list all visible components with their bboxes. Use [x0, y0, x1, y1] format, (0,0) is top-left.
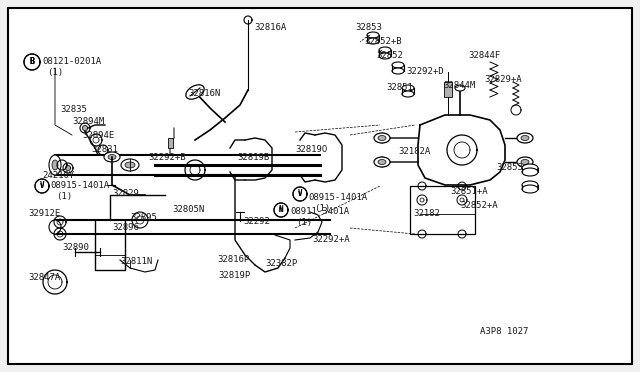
- Text: (1): (1): [47, 67, 63, 77]
- Ellipse shape: [49, 155, 61, 175]
- Ellipse shape: [367, 38, 379, 44]
- Text: 32844F: 32844F: [468, 51, 500, 60]
- Ellipse shape: [392, 62, 404, 68]
- Ellipse shape: [374, 157, 390, 167]
- Ellipse shape: [378, 135, 386, 141]
- Text: (1): (1): [56, 192, 72, 201]
- Text: V: V: [40, 183, 44, 189]
- Text: 32382P: 32382P: [265, 260, 297, 269]
- Ellipse shape: [108, 154, 116, 160]
- Text: 32890: 32890: [62, 244, 89, 253]
- Ellipse shape: [392, 68, 404, 74]
- Ellipse shape: [402, 85, 414, 91]
- Text: 08915-1401A: 08915-1401A: [50, 182, 109, 190]
- Text: 32851+A: 32851+A: [450, 187, 488, 196]
- Text: 32292: 32292: [243, 218, 270, 227]
- Text: N: N: [278, 205, 284, 215]
- Text: 32853: 32853: [496, 164, 523, 173]
- Polygon shape: [65, 166, 70, 170]
- Text: 32819B: 32819B: [237, 153, 269, 161]
- Bar: [410, 186, 475, 234]
- Text: 08911-3401A: 08911-3401A: [290, 208, 349, 217]
- Text: 32292+A: 32292+A: [312, 235, 349, 244]
- Polygon shape: [447, 135, 477, 165]
- Text: A3P8 1027: A3P8 1027: [480, 327, 529, 337]
- Text: 32835: 32835: [60, 106, 87, 115]
- Ellipse shape: [379, 53, 391, 59]
- Ellipse shape: [52, 160, 58, 170]
- Text: (1): (1): [296, 218, 312, 227]
- Text: 32811N: 32811N: [120, 257, 152, 266]
- Text: 32292+D: 32292+D: [406, 67, 444, 77]
- Ellipse shape: [522, 164, 538, 172]
- Text: 32844M: 32844M: [443, 80, 476, 90]
- Bar: [444, 82, 452, 97]
- Ellipse shape: [379, 47, 391, 53]
- Ellipse shape: [522, 181, 538, 189]
- Text: (1): (1): [314, 203, 330, 212]
- Text: 32894M: 32894M: [72, 118, 104, 126]
- Ellipse shape: [517, 133, 533, 143]
- Text: 32182A: 32182A: [398, 148, 430, 157]
- Text: 32852: 32852: [376, 51, 403, 61]
- Text: 32912E: 32912E: [28, 209, 60, 218]
- Bar: [168, 138, 173, 148]
- Polygon shape: [83, 125, 88, 131]
- Ellipse shape: [367, 32, 379, 38]
- Ellipse shape: [521, 160, 529, 164]
- Text: 32831: 32831: [91, 145, 118, 154]
- Ellipse shape: [121, 159, 139, 171]
- Ellipse shape: [521, 135, 529, 141]
- Ellipse shape: [125, 162, 135, 168]
- Text: 32816N: 32816N: [188, 90, 220, 99]
- Ellipse shape: [455, 85, 465, 91]
- Text: 32852+A: 32852+A: [460, 202, 498, 211]
- Text: 32819O: 32819O: [295, 145, 327, 154]
- Text: 24210Y: 24210Y: [42, 170, 74, 180]
- Text: V: V: [40, 182, 44, 190]
- Text: B: B: [29, 58, 35, 67]
- Text: 32816A: 32816A: [254, 23, 286, 32]
- Text: 32805N: 32805N: [172, 205, 204, 215]
- Text: 32847A: 32847A: [28, 273, 60, 282]
- Ellipse shape: [49, 220, 61, 234]
- Text: V: V: [298, 189, 302, 199]
- Text: 08915-1401A: 08915-1401A: [308, 193, 367, 202]
- Text: 32816P: 32816P: [217, 256, 249, 264]
- Text: N: N: [279, 207, 283, 213]
- Ellipse shape: [522, 185, 538, 193]
- Text: 32894E: 32894E: [82, 131, 115, 140]
- Text: V: V: [298, 191, 302, 197]
- Polygon shape: [418, 115, 505, 185]
- Text: 32829: 32829: [112, 189, 139, 199]
- Ellipse shape: [517, 157, 533, 167]
- Text: 32292+B: 32292+B: [148, 154, 186, 163]
- Ellipse shape: [522, 168, 538, 176]
- Ellipse shape: [104, 152, 120, 162]
- Text: B: B: [29, 58, 35, 67]
- Text: 08121-0201A: 08121-0201A: [42, 58, 101, 67]
- Text: 32829+A: 32829+A: [484, 76, 522, 84]
- Text: 32895: 32895: [130, 214, 157, 222]
- Text: 32852+B: 32852+B: [364, 38, 402, 46]
- Text: 32851: 32851: [386, 83, 413, 93]
- Text: 32896: 32896: [112, 224, 139, 232]
- Ellipse shape: [186, 85, 204, 99]
- Text: 32853: 32853: [355, 23, 382, 32]
- Text: 32819P: 32819P: [218, 272, 250, 280]
- Ellipse shape: [378, 160, 386, 164]
- Text: 32182: 32182: [413, 209, 440, 218]
- Ellipse shape: [374, 133, 390, 143]
- Ellipse shape: [402, 91, 414, 97]
